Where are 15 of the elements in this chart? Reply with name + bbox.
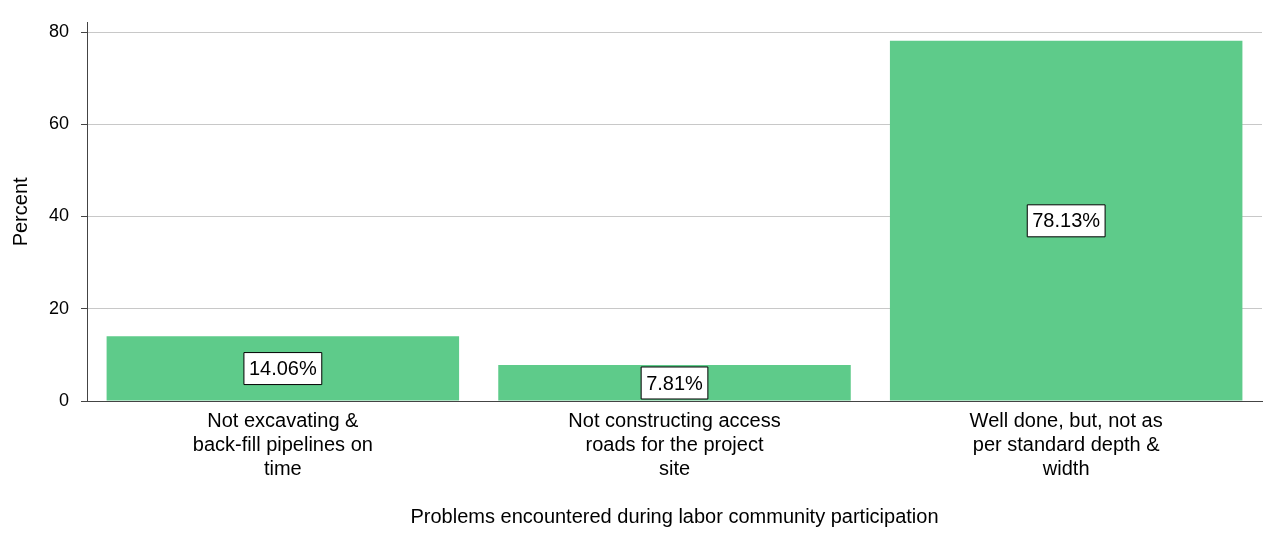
x-axis-title: Problems encountered during labor community participation	[410, 504, 939, 527]
data-label: 14.06%	[248, 357, 317, 380]
y-tick-label: 20	[48, 297, 70, 318]
y-tick-label: 60	[48, 113, 70, 134]
y-tick-label: 0	[59, 389, 70, 410]
data-label: 78.13%	[1032, 209, 1101, 232]
data-label: 7.81%	[646, 371, 704, 394]
x-tick-label: Not constructing access roads for the project site	[568, 408, 781, 479]
x-tick-label: Well done, but, not as per standard depth & width	[969, 408, 1163, 479]
bar	[106, 336, 460, 401]
bar	[889, 40, 1243, 401]
y-axis-title: Percent	[8, 177, 31, 247]
x-tick-label: Not excavating & back-fill pipelines on time	[192, 408, 373, 479]
y-tick-label: 80	[48, 20, 70, 41]
y-tick-label: 40	[48, 205, 70, 226]
